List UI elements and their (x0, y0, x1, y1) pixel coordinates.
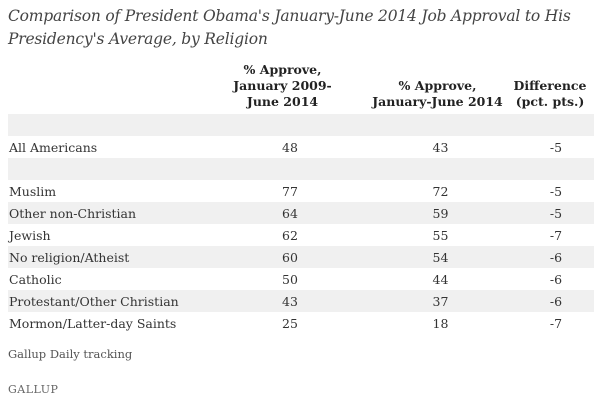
cell-value: 64 (217, 202, 363, 224)
column-header-line: January-June 2014 (372, 94, 503, 109)
gallup-logo: GALLUP (8, 383, 59, 396)
column-header-2014: % Approve, January-June 2014 (365, 78, 510, 110)
table-row: All Americans 48 43 -5 (8, 136, 594, 158)
row-label: Catholic (9, 271, 62, 287)
row-label: Other non-Christian (8, 202, 217, 224)
cell-value: 25 (282, 315, 298, 331)
table-row: No religion/Atheist 60 54 -6 (8, 246, 594, 268)
cell-value: -7 (549, 315, 563, 331)
cell-value: 43 (432, 139, 449, 155)
cell-value: 50 (282, 271, 298, 287)
cell-value: -6 (518, 246, 594, 268)
cell-value: 55 (432, 227, 449, 243)
cell-value: 43 (217, 290, 363, 312)
table-row: Protestant/Other Christian 43 37 -6 (8, 290, 594, 312)
table-body: All Americans 48 43 -5 Muslim 77 72 -5 Other non… (8, 114, 594, 334)
row-label (8, 114, 217, 136)
table-row: Mormon/Latter-day Saints 25 18 -7 (8, 312, 594, 334)
cell-value: 62 (282, 227, 298, 243)
row-label: Mormon/Latter-day Saints (9, 315, 177, 331)
spacer-row (8, 114, 594, 136)
row-label: Protestant/Other Christian (8, 290, 217, 312)
cell-value: -6 (518, 290, 594, 312)
source-note: Gallup Daily tracking (8, 347, 133, 361)
cell-value: -7 (549, 227, 563, 243)
column-header-2009-2014: % Approve, January 2009- June 2014 (210, 62, 355, 110)
cell-value: 72 (432, 183, 449, 199)
cell-value: 77 (282, 183, 298, 199)
row-label: All Americans (9, 139, 98, 155)
chart-title: Comparison of President Obama's January-… (8, 7, 571, 48)
column-header-line: % Approve, (398, 78, 477, 93)
cell-value (363, 158, 518, 180)
row-label (8, 158, 217, 180)
cell-value: 59 (363, 202, 518, 224)
table-row: Other non-Christian 64 59 -5 (8, 202, 594, 224)
column-header-line: June 2014 (246, 94, 319, 109)
cell-value: -6 (549, 271, 563, 287)
spacer-row (8, 158, 594, 180)
cell-value: 48 (282, 139, 298, 155)
cell-value: 18 (432, 315, 449, 331)
column-header-difference: Difference (pct. pts.) (500, 78, 600, 110)
cell-value: -5 (549, 183, 563, 199)
cell-value: 60 (217, 246, 363, 268)
row-label: Muslim (9, 183, 57, 199)
table-row: Muslim 77 72 -5 (8, 180, 594, 202)
column-header-line: (pct. pts.) (515, 94, 585, 109)
column-header-line: Difference (513, 78, 587, 93)
row-label: Jewish (9, 227, 51, 243)
table-row: Jewish 62 55 -7 (8, 224, 594, 246)
cell-value (518, 114, 594, 136)
cell-value (217, 114, 363, 136)
cell-value: -5 (518, 202, 594, 224)
table-row: Catholic 50 44 -6 (8, 268, 594, 290)
cell-value (217, 158, 363, 180)
cell-value: 54 (363, 246, 518, 268)
cell-value: -5 (549, 139, 563, 155)
column-header-line: % Approve, (243, 62, 322, 77)
approval-table: All Americans 48 43 -5 Muslim 77 72 -5 Other non… (8, 114, 594, 334)
cell-value (363, 114, 518, 136)
cell-value: 37 (363, 290, 518, 312)
column-header-line: January 2009- (233, 78, 332, 93)
row-label: No religion/Atheist (8, 246, 217, 268)
cell-value (518, 158, 594, 180)
cell-value: 44 (432, 271, 449, 287)
